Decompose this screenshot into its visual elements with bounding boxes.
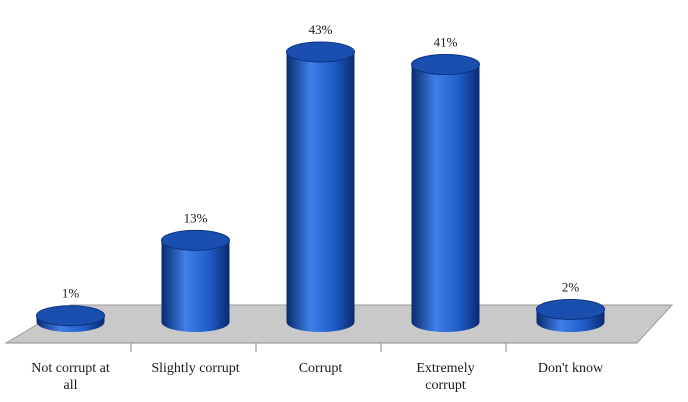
bar [536, 298, 605, 332]
x-axis: Not corrupt at all Slightly corrupt Corrupt… [6, 342, 637, 393]
value-label: 1% [62, 286, 80, 301]
bar-top [161, 229, 230, 251]
bar [161, 229, 230, 332]
category-label: Not corrupt at all [31, 361, 110, 393]
value-label: 2% [562, 279, 580, 294]
bar-top [36, 305, 105, 327]
value-label: 13% [184, 210, 208, 225]
bar [411, 54, 480, 332]
bar [286, 41, 355, 332]
bar-body [411, 64, 480, 332]
value-label: 43% [309, 22, 333, 37]
bar-top [411, 54, 480, 76]
bar-body [161, 240, 230, 332]
bar-top [536, 298, 605, 320]
category-label: Extremely corrupt [416, 361, 474, 393]
value-labels: 1% 13% 43% 41% 2% [62, 22, 580, 301]
bar [36, 305, 105, 332]
category-label: Don't know [538, 361, 604, 376]
bar-body [286, 52, 355, 332]
bars [36, 41, 605, 332]
bar-top [286, 41, 355, 63]
category-label: Corrupt [299, 361, 343, 376]
category-label: Slightly corrupt [151, 361, 239, 376]
value-label: 41% [434, 35, 458, 50]
